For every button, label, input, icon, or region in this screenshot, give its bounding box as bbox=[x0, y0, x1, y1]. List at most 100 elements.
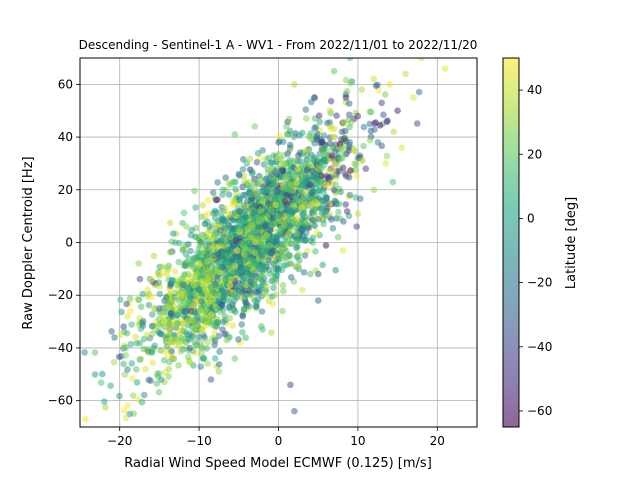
scatter-point bbox=[345, 174, 353, 181]
scatter-point bbox=[122, 414, 130, 422]
scatter-point bbox=[133, 339, 140, 347]
scatter-point bbox=[120, 407, 128, 414]
scatter-point bbox=[140, 391, 148, 399]
scatter-point bbox=[279, 282, 287, 289]
scatter-point bbox=[188, 226, 195, 234]
scatter-point bbox=[266, 242, 274, 250]
scatter-point bbox=[299, 226, 306, 233]
scatter-point bbox=[208, 265, 216, 272]
scatter-point bbox=[298, 197, 305, 204]
scatter-point bbox=[330, 67, 338, 75]
scatter-point bbox=[139, 290, 146, 298]
scatter-point bbox=[156, 305, 163, 312]
scatter-point bbox=[91, 371, 99, 378]
scatter-point bbox=[287, 260, 294, 267]
scatter-point bbox=[81, 349, 88, 356]
scatter-point bbox=[256, 275, 264, 283]
scatter-point bbox=[226, 314, 234, 322]
scatter-point bbox=[342, 94, 350, 101]
scatter-points bbox=[81, 58, 449, 423]
scatter-point bbox=[320, 220, 327, 228]
scatter-point bbox=[366, 137, 374, 144]
scatter-point bbox=[245, 178, 253, 186]
scatter-point bbox=[312, 175, 320, 183]
scatter-point bbox=[315, 270, 322, 278]
scatter-point bbox=[333, 112, 340, 119]
scatter-point bbox=[240, 202, 248, 209]
x-tick-label: −20 bbox=[107, 434, 132, 448]
scatter-point bbox=[240, 251, 248, 259]
scatter-point bbox=[155, 370, 163, 377]
y-tick-label: 60 bbox=[58, 77, 73, 91]
x-axis-ticks: −20 −10 0 10 20 bbox=[107, 427, 445, 448]
scatter-point bbox=[120, 323, 127, 331]
scatter-point bbox=[314, 297, 322, 304]
scatter-point bbox=[303, 115, 310, 122]
scatter-point bbox=[231, 131, 239, 138]
scatter-point bbox=[215, 332, 223, 340]
scatter-point bbox=[157, 330, 164, 338]
scatter-point bbox=[168, 287, 175, 295]
scatter-point bbox=[239, 166, 247, 173]
scatter-point bbox=[176, 239, 183, 247]
scatter-point bbox=[198, 213, 206, 221]
scatter-point bbox=[166, 358, 173, 366]
scatter-point bbox=[413, 120, 421, 127]
scatter-point bbox=[278, 161, 285, 168]
scatter-point bbox=[267, 249, 274, 257]
scatter-point bbox=[189, 302, 197, 310]
scatter-point bbox=[257, 175, 264, 183]
scatter-point bbox=[189, 317, 196, 325]
scatter-point bbox=[259, 326, 266, 333]
scatter-point bbox=[169, 230, 177, 237]
scatter-point bbox=[285, 229, 293, 237]
x-tick-label: 10 bbox=[350, 434, 365, 448]
scatter-point bbox=[274, 255, 282, 263]
scatter-point bbox=[116, 392, 123, 400]
scatter-point bbox=[272, 234, 280, 241]
scatter-point bbox=[217, 243, 225, 250]
scatter-point bbox=[214, 179, 221, 186]
scatter-point bbox=[217, 227, 224, 234]
scatter-point bbox=[227, 276, 235, 283]
scatter-point bbox=[293, 230, 301, 237]
scatter-point bbox=[172, 322, 179, 329]
scatter-point bbox=[219, 318, 227, 326]
y-tick-label: −40 bbox=[48, 341, 73, 355]
scatter-point bbox=[281, 173, 289, 181]
scatter-point bbox=[144, 286, 151, 294]
scatter-point bbox=[150, 304, 157, 312]
scatter-point bbox=[236, 208, 244, 215]
scatter-point bbox=[155, 388, 163, 396]
x-tick-label: 0 bbox=[275, 434, 283, 448]
scatter-point bbox=[319, 261, 327, 269]
scatter-point bbox=[128, 321, 135, 328]
scatter-point bbox=[265, 256, 272, 264]
scatter-point bbox=[221, 204, 229, 212]
scatter-point bbox=[163, 296, 171, 304]
scatter-point bbox=[313, 229, 321, 236]
scatter-point bbox=[389, 178, 397, 186]
scatter-point bbox=[320, 189, 327, 196]
scatter-point bbox=[250, 179, 258, 187]
scatter-point bbox=[203, 218, 211, 225]
scatter-point bbox=[97, 379, 105, 387]
scatter-point bbox=[181, 309, 189, 316]
scatter-point bbox=[299, 286, 306, 294]
scatter-point bbox=[99, 370, 106, 378]
colorbar-tick-label: −60 bbox=[527, 404, 552, 418]
scatter-point bbox=[120, 360, 127, 368]
scatter-point bbox=[380, 111, 387, 119]
scatter-point bbox=[108, 328, 115, 335]
scatter-point bbox=[374, 81, 381, 89]
scatter-point bbox=[390, 128, 397, 136]
y-axis-ticks: −60 −40 −20 0 20 40 60 bbox=[48, 77, 80, 408]
scatter-point bbox=[270, 214, 277, 222]
scatter-point bbox=[285, 115, 293, 123]
scatter-point bbox=[220, 292, 228, 299]
scatter-point bbox=[252, 238, 259, 246]
scatter-point bbox=[288, 206, 295, 213]
scatter-point bbox=[318, 139, 326, 146]
scatter-point bbox=[260, 195, 268, 202]
scatter-point bbox=[211, 355, 219, 362]
